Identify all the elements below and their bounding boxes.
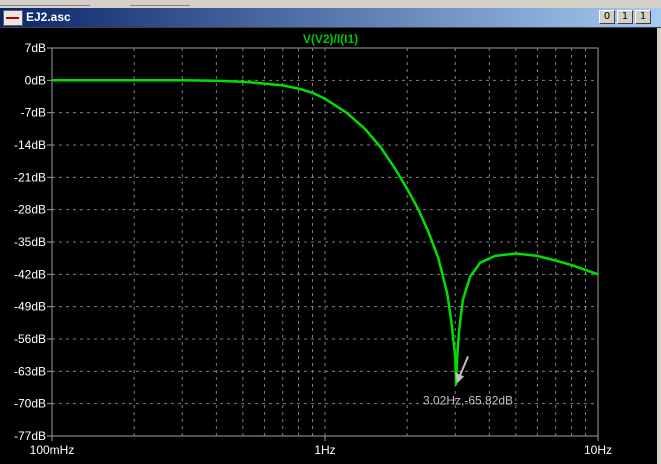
y-tick-label: -63dB [14, 364, 46, 378]
y-tick-label: -21dB [14, 170, 46, 184]
y-tick-label: 0dB [25, 73, 46, 87]
window-right-border [657, 28, 661, 464]
tab-stub-right[interactable] [130, 0, 190, 6]
trace-line [52, 79, 599, 386]
y-tick-label: -70dB [14, 397, 46, 411]
minimize-button[interactable]: 0 [599, 10, 615, 24]
y-tick-label: -35dB [14, 235, 46, 249]
plot-pane[interactable]: V(V2)/I(I1) 7dB 0dB -7dB -14dB -21dB -28dB -35… [0, 28, 661, 464]
y-tick-label: -28dB [14, 203, 46, 217]
x-tick-label: 100mHz [30, 443, 75, 457]
x-tick-label: 10Hz [584, 443, 612, 457]
y-tick-label: 7dB [25, 41, 46, 55]
y-tick-label: -49dB [14, 300, 46, 314]
top-strip [0, 0, 661, 8]
y-tick-label: -14dB [14, 138, 46, 152]
window-title: EJ2.asc [26, 10, 71, 24]
close-button[interactable]: 1 [635, 10, 651, 24]
bode-plot[interactable]: 7dB 0dB -7dB -14dB -21dB -28dB -35dB -42dB -49dB… [0, 28, 661, 464]
waveform-icon [3, 10, 23, 26]
window-buttons: 0 1 1 [599, 10, 651, 24]
cursor-arrow-head [455, 372, 465, 384]
restore-button[interactable]: 1 [617, 10, 633, 24]
cursor-label: 3.02Hz,-65.82dB [423, 393, 513, 407]
y-tick-label: -77dB [14, 429, 46, 443]
x-tick-label: 1Hz [314, 443, 335, 457]
trace-label[interactable]: V(V2)/I(I1) [302, 32, 359, 46]
y-tick-label: -56dB [14, 332, 46, 346]
window-titlebar[interactable]: EJ2.asc 0 1 1 [0, 8, 661, 28]
y-tick-label: -42dB [14, 267, 46, 281]
tab-stub-left[interactable] [0, 0, 90, 6]
y-tick-label: -7dB [21, 106, 46, 120]
